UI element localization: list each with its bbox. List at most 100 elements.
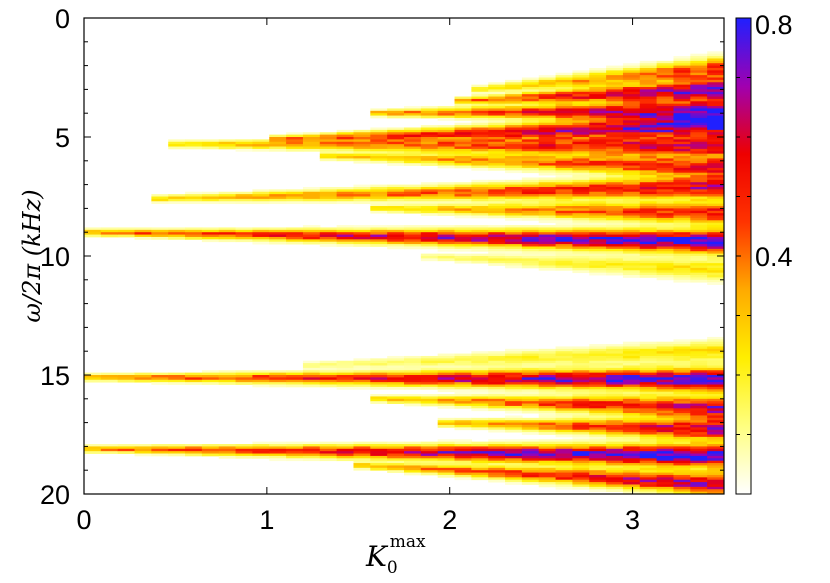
heatmap-cell xyxy=(622,453,641,457)
heatmap-cell xyxy=(673,279,691,283)
heatmap-cell xyxy=(690,455,708,459)
heatmap-cell xyxy=(370,363,388,366)
heatmap-cell xyxy=(471,144,489,147)
heatmap-cell xyxy=(437,401,456,404)
heatmap-cell xyxy=(538,379,557,383)
heatmap-cell xyxy=(521,460,540,464)
heatmap-cell xyxy=(639,420,658,423)
heatmap-cell xyxy=(656,194,675,197)
heatmap-cell xyxy=(488,360,506,364)
heatmap-cell xyxy=(336,441,355,445)
heatmap-cell xyxy=(117,234,136,238)
heatmap-cell xyxy=(656,158,675,162)
heatmap-cell xyxy=(639,70,658,74)
heatmap-cell xyxy=(639,432,658,435)
heatmap-cell xyxy=(387,208,405,212)
heatmap-cell xyxy=(488,106,506,109)
heatmap-cell xyxy=(488,98,506,102)
heatmap-cell xyxy=(589,384,607,388)
heatmap-cell xyxy=(420,455,439,459)
heatmap-cell xyxy=(589,70,607,74)
heatmap-cell xyxy=(656,241,675,245)
heatmap-cell xyxy=(555,91,574,95)
heatmap-cell xyxy=(302,144,321,147)
heatmap-cell xyxy=(707,137,724,140)
heatmap-cell xyxy=(521,365,540,369)
heatmap-cell xyxy=(201,194,220,197)
heatmap-cell xyxy=(606,244,624,247)
heatmap-cell xyxy=(622,386,641,390)
heatmap-cell xyxy=(471,89,489,93)
heatmap-cell xyxy=(639,172,658,176)
heatmap-cell xyxy=(656,220,675,224)
heatmap-cell xyxy=(555,163,574,166)
heatmap-cell xyxy=(286,377,304,381)
heatmap-cell xyxy=(302,186,321,190)
heatmap-cell xyxy=(471,375,489,378)
heatmap-cell xyxy=(673,108,691,112)
heatmap-cell xyxy=(707,372,724,376)
heatmap-cell xyxy=(572,234,590,238)
heatmap-cell xyxy=(572,474,590,478)
heatmap-cell xyxy=(656,401,675,404)
heatmap-cell xyxy=(269,370,287,374)
heatmap-cell xyxy=(622,96,641,100)
heatmap-cell xyxy=(521,177,540,181)
heatmap-cell xyxy=(538,113,557,116)
heatmap-cell xyxy=(151,382,169,385)
heatmap-cell xyxy=(572,106,590,109)
heatmap-cell xyxy=(471,386,489,390)
heatmap-cell xyxy=(622,67,641,71)
heatmap-cell xyxy=(454,470,472,473)
heatmap-cell xyxy=(538,382,557,385)
heatmap-cell xyxy=(538,467,557,471)
heatmap-cell xyxy=(656,153,675,157)
heatmap-cell xyxy=(656,70,675,74)
heatmap-cell xyxy=(622,415,641,419)
heatmap-cell xyxy=(471,372,489,376)
heatmap-cell xyxy=(622,446,641,450)
heatmap-cell xyxy=(606,191,624,195)
heatmap-cell xyxy=(622,227,641,231)
heatmap-cell xyxy=(622,87,641,90)
heatmap-cell xyxy=(690,270,708,274)
heatmap-cell xyxy=(538,360,557,364)
heatmap-cell xyxy=(606,427,624,431)
heatmap-cell xyxy=(690,432,708,435)
heatmap-cell xyxy=(302,441,321,445)
heatmap-cell xyxy=(589,272,607,276)
heatmap-cell xyxy=(488,256,506,259)
heatmap-cell xyxy=(656,360,675,364)
heatmap-cell xyxy=(84,232,102,235)
heatmap-cell xyxy=(454,241,472,245)
heatmap-cell xyxy=(690,172,708,176)
heatmap-cell xyxy=(370,186,388,190)
heatmap-cell xyxy=(319,158,338,162)
heatmap-cell xyxy=(690,458,708,462)
heatmap-cell xyxy=(387,360,405,364)
heatmap-cell xyxy=(319,156,338,159)
heatmap-cell xyxy=(639,463,658,466)
heatmap-cell xyxy=(488,370,506,374)
heatmap-cell xyxy=(673,253,691,257)
heatmap-cell xyxy=(572,248,590,252)
heatmap-cell xyxy=(656,422,675,426)
heatmap-cell xyxy=(488,110,506,114)
heatmap-cell xyxy=(471,379,489,383)
heatmap-cell xyxy=(404,451,422,454)
heatmap-cell xyxy=(639,82,658,86)
heatmap-cell xyxy=(555,232,574,235)
heatmap-cell xyxy=(521,189,540,193)
heatmap-cell xyxy=(471,225,489,228)
heatmap-cell xyxy=(454,422,472,426)
heatmap-cell xyxy=(370,446,388,450)
heatmap-cell xyxy=(538,110,557,114)
heatmap-cell xyxy=(555,141,574,145)
heatmap-cell xyxy=(690,467,708,471)
heatmap-cell xyxy=(387,191,405,195)
heatmap-cell xyxy=(521,196,540,200)
heatmap-cell xyxy=(555,405,574,409)
heatmap-cell xyxy=(555,87,574,90)
heatmap-cell xyxy=(302,201,321,205)
heatmap-cell xyxy=(707,125,724,128)
